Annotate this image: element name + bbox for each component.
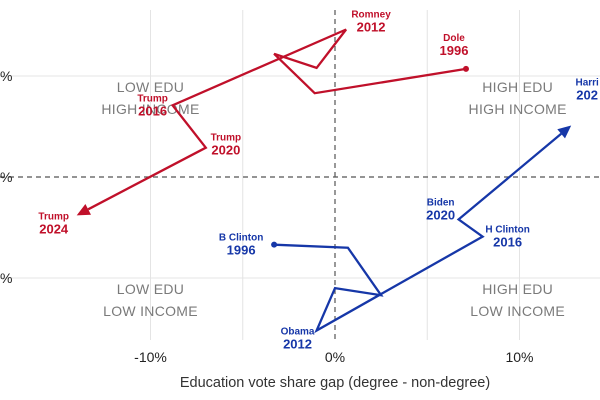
point-label-name: Trump [38, 211, 69, 222]
quadrant-label-top-right: HIGH INCOME [469, 101, 567, 117]
x-tick-label: 0% [325, 349, 345, 365]
x-axis-label: Education vote share gap (degree - non-d… [180, 375, 490, 391]
start-point-democratic [271, 241, 278, 248]
point-label-name: Dole [443, 33, 465, 44]
point-label-name: Harri [575, 77, 599, 88]
point-label-name: Trump [137, 93, 168, 104]
arrowhead-democratic [557, 125, 572, 139]
y-tick-label: % [0, 68, 12, 84]
series [76, 28, 572, 334]
point-label-year: 1996 [227, 243, 256, 258]
start-point-republican [462, 65, 469, 72]
point-label-year: 2016 [493, 235, 522, 250]
y-tick-label: % [0, 270, 12, 286]
point-label-year: 202 [576, 87, 598, 102]
quadrant-label-bottom-right: LOW INCOME [470, 303, 565, 319]
quadrant-label-bottom-left: LOW INCOME [103, 303, 198, 319]
gridlines [0, 10, 600, 340]
point-label-name: Trump [211, 133, 242, 144]
point-label-name: Biden [427, 197, 455, 208]
quadrant-label-bottom-right: HIGH EDU [482, 281, 553, 297]
quadrant-label-top-left: LOW EDU [117, 79, 184, 95]
point-label-year: 2024 [39, 221, 69, 236]
point-label-year: 2020 [426, 207, 455, 222]
point-label-year: 2020 [211, 143, 240, 158]
series-line-republican [87, 28, 467, 211]
point-label-year: 2016 [138, 103, 167, 118]
series-line-democratic [274, 132, 562, 334]
quadrant-label-top-right: HIGH EDU [482, 79, 553, 95]
axes: -10% 0% 10%%%% Education vote share gap (de… [0, 68, 534, 391]
quadrant-label-bottom-left: LOW EDU [117, 281, 184, 297]
arrowhead-republican [76, 204, 91, 216]
y-tick-label: % [0, 169, 12, 185]
point-label-name: Romney [351, 10, 391, 21]
zero-reference-lines [0, 10, 600, 340]
point-label-name: H Clinton [485, 225, 529, 236]
point-label-year: 2012 [283, 337, 312, 352]
x-tick-label: -10% [134, 349, 167, 365]
point-label-name: Obama [281, 327, 315, 338]
point-label-name: B Clinton [219, 233, 263, 244]
x-tick-label: 10% [505, 349, 533, 365]
point-label-year: 2012 [357, 20, 386, 35]
point-label-year: 1996 [440, 43, 469, 58]
point-labels: Dole1996Romney2012Trump2016Trump2020Trum… [38, 10, 599, 352]
